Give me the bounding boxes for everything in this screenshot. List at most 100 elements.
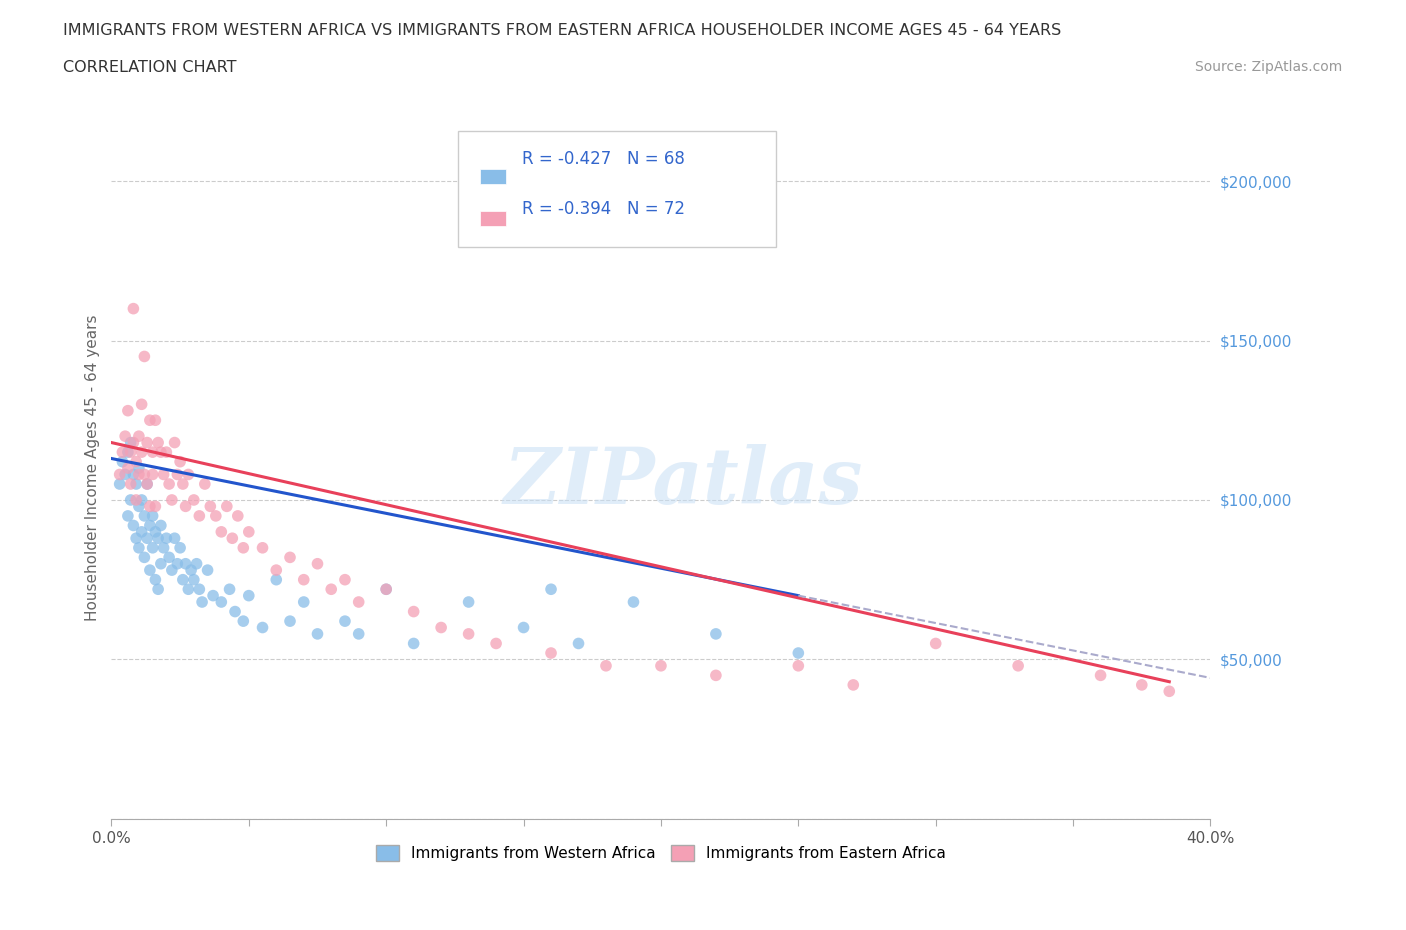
Point xyxy=(177,582,200,597)
Point xyxy=(402,636,425,651)
Point xyxy=(117,404,139,418)
Point xyxy=(122,467,145,482)
Point xyxy=(264,572,287,587)
Point xyxy=(131,397,153,412)
Point xyxy=(108,476,131,491)
Point xyxy=(166,467,188,482)
Point xyxy=(157,550,180,565)
Point xyxy=(139,498,162,513)
Point xyxy=(152,467,174,482)
Point xyxy=(787,645,810,660)
Point xyxy=(145,413,167,428)
Point xyxy=(172,476,194,491)
Point xyxy=(145,498,167,513)
Point xyxy=(430,620,453,635)
Point xyxy=(188,509,211,524)
Point xyxy=(183,572,205,587)
Point xyxy=(142,509,165,524)
Point xyxy=(226,509,249,524)
Point xyxy=(209,594,232,609)
Point xyxy=(540,645,562,660)
Point xyxy=(238,588,260,603)
Point xyxy=(111,454,134,469)
Point xyxy=(174,498,197,513)
Point xyxy=(157,476,180,491)
Legend: Immigrants from Western Africa, Immigrants from Eastern Africa: Immigrants from Western Africa, Immigran… xyxy=(370,839,952,868)
Point xyxy=(114,429,136,444)
FancyBboxPatch shape xyxy=(479,210,506,226)
Point xyxy=(117,460,139,475)
Point xyxy=(125,493,148,508)
Point xyxy=(142,540,165,555)
Point xyxy=(704,668,727,683)
Point xyxy=(1159,684,1181,698)
Point xyxy=(238,525,260,539)
Point xyxy=(375,582,398,597)
Point xyxy=(202,588,225,603)
Point xyxy=(169,540,191,555)
Point xyxy=(540,582,562,597)
Point xyxy=(512,620,534,635)
Point xyxy=(145,572,167,587)
Point xyxy=(122,435,145,450)
Point xyxy=(191,594,214,609)
Point xyxy=(139,413,162,428)
Point xyxy=(134,509,156,524)
Point xyxy=(134,467,156,482)
Point xyxy=(128,467,150,482)
Point xyxy=(704,627,727,642)
Point xyxy=(347,594,370,609)
Point xyxy=(194,476,217,491)
Point xyxy=(166,556,188,571)
Point xyxy=(485,636,508,651)
Point xyxy=(177,467,200,482)
Point xyxy=(1130,677,1153,692)
Point xyxy=(163,531,186,546)
Point xyxy=(1007,658,1029,673)
FancyBboxPatch shape xyxy=(457,131,776,247)
Point xyxy=(146,435,169,450)
Point xyxy=(146,582,169,597)
Text: ZIPatlas: ZIPatlas xyxy=(503,444,863,521)
Point xyxy=(347,627,370,642)
Point xyxy=(188,582,211,597)
Point xyxy=(278,614,301,629)
Point xyxy=(131,445,153,459)
Point xyxy=(125,454,148,469)
Point xyxy=(120,476,142,491)
Point xyxy=(252,540,274,555)
Text: Source: ZipAtlas.com: Source: ZipAtlas.com xyxy=(1195,60,1343,74)
Point xyxy=(136,531,159,546)
Point xyxy=(111,445,134,459)
Point xyxy=(215,498,238,513)
Point xyxy=(149,556,172,571)
Point xyxy=(155,531,177,546)
Point xyxy=(152,540,174,555)
Point xyxy=(264,563,287,578)
Point xyxy=(128,460,150,475)
Point xyxy=(1090,668,1112,683)
Point xyxy=(197,563,219,578)
Point xyxy=(117,445,139,459)
Text: CORRELATION CHART: CORRELATION CHART xyxy=(63,60,236,75)
Point xyxy=(155,445,177,459)
Point xyxy=(136,476,159,491)
Point xyxy=(160,493,183,508)
Point xyxy=(125,531,148,546)
Point xyxy=(149,445,172,459)
Point xyxy=(136,476,159,491)
Point xyxy=(120,445,142,459)
Point xyxy=(128,498,150,513)
Point xyxy=(180,563,202,578)
Point xyxy=(321,582,343,597)
Point xyxy=(307,627,329,642)
Point xyxy=(131,493,153,508)
Point xyxy=(292,594,315,609)
Point xyxy=(128,429,150,444)
Point xyxy=(131,525,153,539)
Point xyxy=(307,556,329,571)
Point xyxy=(333,572,356,587)
Point xyxy=(142,467,165,482)
Point xyxy=(200,498,222,513)
Point xyxy=(134,349,156,364)
